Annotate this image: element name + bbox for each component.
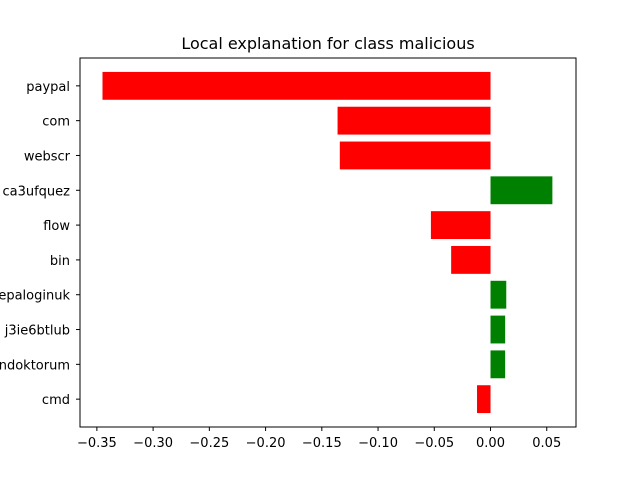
- bar-flow: [430, 211, 491, 240]
- plot-frame: [79, 57, 577, 428]
- y-tick-label: ca3ufquez: [2, 184, 70, 199]
- x-tick-label: −0.35: [77, 436, 117, 451]
- bar-epaloginuk: [490, 280, 507, 309]
- bar-j3ie6btlub: [490, 315, 506, 344]
- bar-paypal: [102, 71, 491, 100]
- x-tick-label: 0.00: [476, 436, 505, 451]
- x-tick-label: −0.30: [133, 436, 173, 451]
- x-tick-label: −0.15: [302, 436, 342, 451]
- y-tick-label: webscr: [24, 149, 71, 164]
- y-tick-label: flow: [43, 219, 70, 234]
- bar-cmd: [477, 385, 491, 414]
- y-tick-label: j3ie6btlub: [4, 324, 70, 339]
- x-axis-ticks: −0.35 −0.30 −0.25 −0.20 −0.15 −0.10 −0.05 0.00 0…: [77, 427, 561, 451]
- chart-title: Local explanation for class malicious: [181, 34, 474, 53]
- x-tick-label: 0.05: [532, 436, 561, 451]
- bar-webscr: [339, 141, 491, 170]
- y-tick-label: epaloginuk: [0, 289, 70, 304]
- y-tick-label: com: [42, 115, 70, 130]
- bar-ndoktorum: [490, 350, 506, 379]
- y-tick-label: bin: [50, 254, 70, 269]
- bar-bin: [451, 245, 491, 274]
- y-tick-label: ndoktorum: [0, 358, 70, 373]
- x-tick-label: −0.05: [414, 436, 454, 451]
- x-tick-label: −0.10: [358, 436, 398, 451]
- y-tick-label: cmd: [42, 393, 70, 408]
- y-axis-ticks: paypal com webscr ca3ufquez flow bin epaloginu…: [0, 80, 80, 408]
- bars-layer: [102, 71, 553, 414]
- y-tick-label: paypal: [26, 80, 70, 95]
- bar-ca3ufquez: [490, 176, 553, 205]
- x-tick-label: −0.25: [189, 436, 229, 451]
- x-tick-label: −0.20: [246, 436, 286, 451]
- bar-com: [337, 106, 491, 135]
